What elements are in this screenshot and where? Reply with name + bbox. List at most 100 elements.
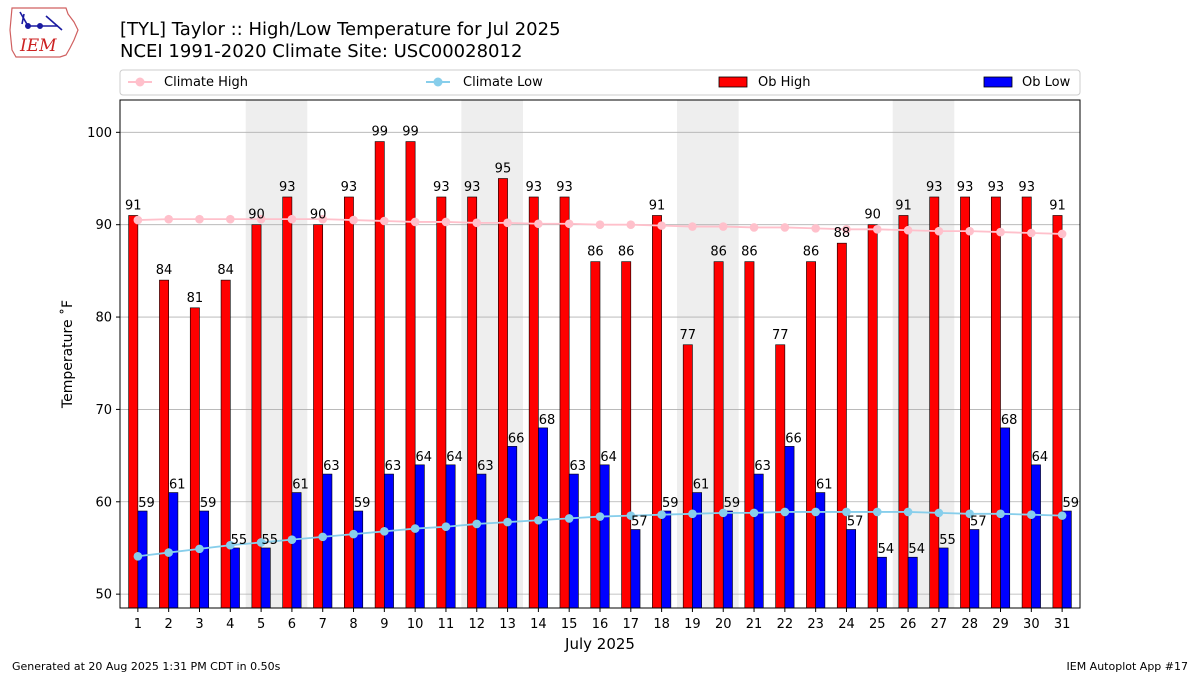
x-tick-label: 20: [715, 617, 732, 632]
x-tick-label: 5: [257, 617, 265, 632]
ob-high-bar: [775, 344, 786, 609]
ob-low-bar: [969, 529, 980, 609]
climate-low-marker: [133, 551, 143, 561]
x-axis-label: July 2025: [564, 635, 635, 653]
climate-low-marker: [718, 508, 728, 518]
ob-high-value-label: 93: [433, 180, 450, 195]
x-tick-label: 1: [134, 617, 142, 632]
legend: Climate High Climate Low Ob High Ob Low: [119, 69, 1081, 96]
climate-low-marker: [657, 510, 666, 520]
ob-low-bar: [599, 464, 610, 609]
ob-high-value-label: 93: [988, 180, 1005, 195]
footer-app: IEM Autoplot App #17: [1067, 660, 1189, 673]
ob-high-value-label: 99: [402, 125, 419, 140]
ob-high-bar: [343, 196, 354, 609]
ob-high-bar: [282, 196, 293, 609]
ob-low-bar: [507, 446, 518, 609]
ob-low-value-label: 63: [570, 459, 587, 474]
ob-low-value-label: 59: [1062, 496, 1079, 511]
x-tick-label: 28: [961, 617, 978, 632]
climate-high-marker: [749, 223, 759, 232]
climate-high-marker: [256, 214, 266, 224]
ob-low-bar: [353, 510, 364, 609]
climate-low-marker: [472, 519, 482, 529]
x-tick-label: 13: [499, 617, 516, 632]
climate-low-marker: [410, 524, 420, 533]
climate-low-marker: [780, 507, 790, 517]
x-tick-label: 12: [468, 617, 485, 632]
x-tick-label: 23: [807, 617, 824, 632]
climate-high-marker: [503, 218, 512, 228]
climate-low-marker: [811, 507, 820, 517]
x-tick-label: 14: [530, 617, 547, 632]
ob-low-bar: [1031, 464, 1041, 609]
ob-high-bar: [159, 279, 169, 609]
ob-high-value-label: 93: [525, 180, 542, 195]
ob-low-value-label: 59: [354, 496, 371, 511]
ob-high-value-label: 86: [741, 245, 758, 260]
ob-high-bar: [251, 224, 262, 609]
ob-high-bar: [960, 196, 971, 609]
ob-low-bar: [661, 510, 672, 609]
legend-climate-low-marker: [433, 77, 443, 87]
x-tick-label: 31: [1054, 617, 1071, 632]
climate-low-marker: [164, 548, 173, 557]
climate-high-marker: [133, 215, 143, 225]
ob-high-value-label: 86: [710, 245, 727, 260]
ob-low-bar: [938, 547, 949, 609]
ob-low-value-label: 61: [693, 478, 710, 493]
ob-low-value-label: 66: [508, 431, 525, 446]
ob-high-value-label: 93: [556, 180, 573, 195]
y-tick-label: 50: [95, 588, 112, 603]
x-tick-label: 22: [777, 617, 794, 632]
ob-high-value-label: 91: [895, 198, 912, 213]
ob-high-bar: [405, 141, 416, 609]
ob-low-bar: [846, 529, 857, 609]
legend-frame: [119, 69, 1081, 96]
climate-low-marker: [903, 507, 913, 517]
ob-high-value-label: 77: [772, 328, 789, 343]
ob-high-value-label: 93: [926, 180, 943, 195]
ob-high-bar: [559, 196, 570, 609]
climate-low-marker: [380, 527, 389, 536]
climate-high-marker: [996, 227, 1005, 237]
ob-high-bar: [621, 261, 632, 609]
climate-high-marker: [965, 226, 975, 236]
y-tick-label: 60: [95, 495, 112, 510]
ob-high-value-label: 93: [464, 180, 481, 195]
climate-low-marker: [534, 515, 543, 525]
chart-title-line1: [TYL] Taylor :: High/Low Temperature for…: [120, 19, 561, 40]
climate-high-marker: [225, 214, 235, 224]
ob-high-value-label: 90: [248, 208, 265, 223]
ob-low-bar: [722, 510, 733, 609]
ob-low-value-label: 59: [662, 496, 679, 511]
ob-low-bar: [476, 473, 487, 609]
ob-low-value-label: 55: [231, 533, 248, 548]
climate-high-marker: [380, 216, 389, 226]
ob-low-bar: [1061, 510, 1072, 609]
climate-low-marker: [195, 544, 204, 554]
x-tick-label: 18: [653, 617, 670, 632]
climate-low-marker: [564, 514, 574, 523]
climate-low-marker: [965, 509, 975, 519]
iem-logo: IEM: [9, 7, 79, 58]
legend-climate-low-label: Climate Low: [463, 75, 543, 90]
ob-high-bar: [713, 261, 724, 609]
climate-high-marker: [595, 220, 605, 229]
ob-low-bar: [907, 556, 918, 609]
ob-high-value-label: 81: [187, 291, 204, 306]
ob-low-value-label: 63: [385, 459, 402, 474]
climate-high-marker: [1027, 228, 1036, 238]
logo-text: IEM: [19, 36, 57, 56]
ob-high-bar: [836, 242, 847, 609]
ob-low-bar: [445, 464, 456, 609]
ob-high-value-label: 84: [217, 263, 234, 278]
x-tick-label: 2: [165, 617, 173, 632]
x-tick-label: 21: [746, 617, 763, 632]
ob-high-value-label: 90: [310, 208, 327, 223]
x-tick-label: 8: [349, 617, 357, 632]
climate-high-marker: [842, 225, 851, 234]
x-tick-label: 4: [226, 617, 234, 632]
